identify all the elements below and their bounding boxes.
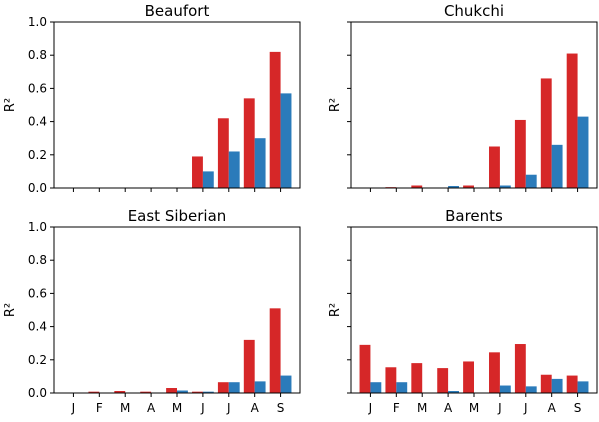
bar-s1-2 bbox=[88, 391, 100, 393]
x-tick-label: M bbox=[469, 401, 479, 415]
y-axis-label: R² bbox=[3, 98, 18, 112]
y-tick-label: 0.2 bbox=[28, 353, 47, 367]
bar-s1-9 bbox=[269, 308, 281, 393]
y-tick-label: 0.4 bbox=[28, 320, 47, 334]
bar-s2-4 bbox=[448, 186, 459, 188]
bar-s1-7 bbox=[514, 119, 526, 188]
x-tick-label: A bbox=[147, 401, 156, 415]
x-tick-label: S bbox=[277, 401, 285, 415]
bar-s1-7 bbox=[217, 382, 229, 393]
x-tick-label: S bbox=[574, 401, 582, 415]
bar-s1-3 bbox=[411, 363, 423, 393]
y-tick-label: 1.0 bbox=[28, 220, 47, 234]
bar-s1-7 bbox=[217, 118, 229, 188]
bar-s1-7 bbox=[514, 344, 526, 393]
bar-s1-8 bbox=[243, 98, 255, 188]
bar-s2-8 bbox=[551, 378, 563, 393]
bar-s1-2 bbox=[385, 367, 397, 393]
bar-s2-2 bbox=[396, 382, 408, 393]
bar-s2-8 bbox=[551, 144, 563, 188]
x-tick-label: M bbox=[120, 401, 130, 415]
x-tick-label: A bbox=[548, 401, 557, 415]
bar-s1-5 bbox=[463, 361, 474, 393]
y-tick-label: 1.0 bbox=[28, 15, 47, 29]
x-tick-label: J bbox=[226, 401, 231, 415]
bar-s1-3 bbox=[411, 185, 423, 188]
bar-s1-9 bbox=[566, 375, 578, 393]
y-tick-label: 0.8 bbox=[28, 48, 47, 62]
chart-panel-3: East Siberian 0.0 0.2 0.4 0.6 0.8 1.0 R² J F M A M J J… bbox=[3, 207, 301, 415]
bar-s2-7 bbox=[525, 174, 537, 188]
bar-s2-7 bbox=[228, 151, 240, 188]
bar-s1-6 bbox=[489, 146, 500, 188]
bar-s1-8 bbox=[243, 339, 255, 393]
bar-s1-3 bbox=[114, 391, 126, 393]
bar-s1-9 bbox=[269, 51, 281, 188]
bar-s2-1 bbox=[370, 382, 382, 393]
panel-title: Chukchi bbox=[444, 2, 504, 20]
y-tick-label: 0.0 bbox=[28, 181, 47, 195]
x-tick-label: M bbox=[417, 401, 427, 415]
y-tick-label: 0.6 bbox=[28, 286, 47, 300]
bar-s2-9 bbox=[577, 381, 589, 393]
y-tick-label: 0.2 bbox=[28, 148, 47, 162]
bar-s1-8 bbox=[540, 374, 552, 393]
bar-s2-4 bbox=[448, 391, 459, 393]
y-axis-label: R² bbox=[328, 303, 343, 317]
y-tick-label: 0.4 bbox=[28, 115, 47, 129]
bar-s2-7 bbox=[525, 386, 537, 393]
chart-panel-1: Beaufort 0.0 0.2 0.4 0.6 0.8 1.0 R² bbox=[3, 2, 301, 195]
bar-s2-6 bbox=[499, 185, 511, 188]
bar-s2-6 bbox=[202, 171, 214, 188]
bar-s2-9 bbox=[280, 375, 292, 393]
axes-frame bbox=[53, 226, 301, 394]
bar-s1-6 bbox=[192, 391, 203, 393]
x-tick-label: J bbox=[523, 401, 528, 415]
bar-s1-1 bbox=[359, 344, 371, 393]
bar-s2-5 bbox=[177, 390, 188, 393]
bar-s1-4 bbox=[437, 368, 449, 393]
y-axis-label: R² bbox=[328, 98, 343, 112]
chart-panel-2: Chukchi R² bbox=[328, 2, 598, 192]
x-tick-label: J bbox=[497, 401, 502, 415]
x-tick-label: J bbox=[200, 401, 205, 415]
bar-s2-7 bbox=[228, 382, 240, 393]
bar-s2-6 bbox=[202, 391, 214, 393]
y-tick-label: 0.6 bbox=[28, 81, 47, 95]
bar-s1-6 bbox=[489, 352, 500, 393]
x-tick-label: J bbox=[368, 401, 373, 415]
y-axis-label: R² bbox=[3, 303, 18, 317]
panel-title: Beaufort bbox=[145, 2, 210, 20]
bar-s2-9 bbox=[280, 93, 292, 188]
panel-title: East Siberian bbox=[128, 207, 227, 225]
bar-s2-9 bbox=[577, 116, 589, 188]
bar-s1-9 bbox=[566, 53, 578, 188]
bar-s1-4 bbox=[140, 391, 152, 393]
x-tick-label: A bbox=[444, 401, 453, 415]
bar-s2-8 bbox=[254, 381, 266, 393]
chart-panel-4: Barents R² J F M A M J J A S bbox=[328, 207, 598, 415]
y-tick-label: 0.0 bbox=[28, 386, 47, 400]
y-tick-label: 0.8 bbox=[28, 253, 47, 267]
bar-s1-5 bbox=[166, 388, 177, 393]
bar-s1-5 bbox=[463, 185, 474, 188]
bar-s1-6 bbox=[192, 156, 203, 188]
x-tick-label: M bbox=[172, 401, 182, 415]
x-tick-label: A bbox=[251, 401, 260, 415]
x-tick-label: F bbox=[96, 401, 103, 415]
bar-s1-8 bbox=[540, 78, 552, 188]
x-tick-label: J bbox=[71, 401, 76, 415]
bar-s2-8 bbox=[254, 138, 266, 188]
x-tick-label: F bbox=[393, 401, 400, 415]
panel-title: Barents bbox=[445, 207, 503, 225]
bar-s2-6 bbox=[499, 385, 511, 393]
